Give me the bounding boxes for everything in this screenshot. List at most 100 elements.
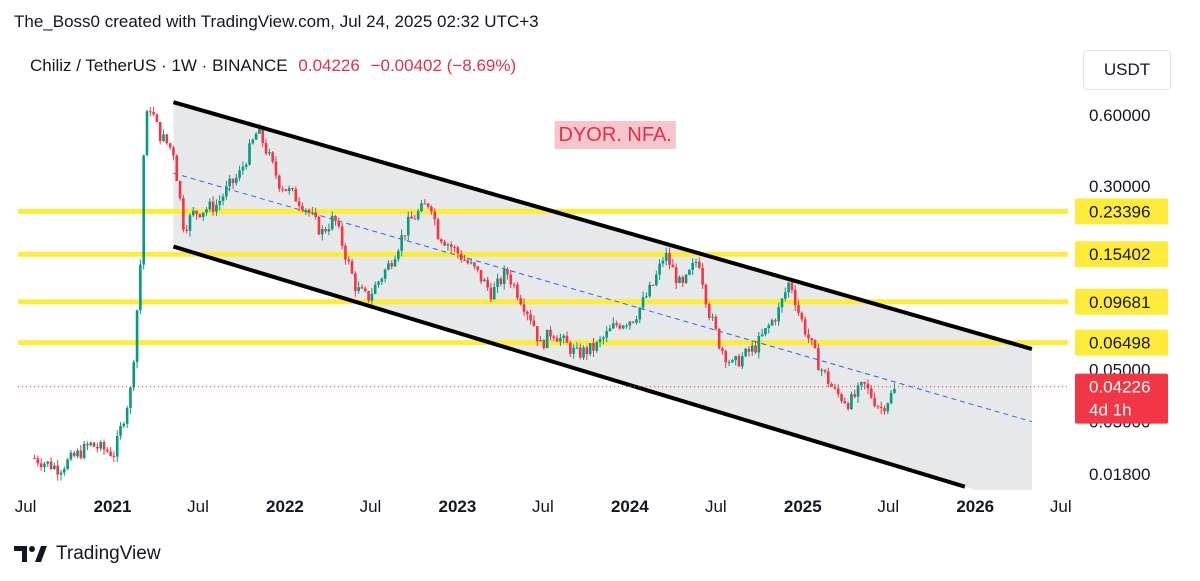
- candle-body: [717, 328, 721, 349]
- candle-body: [337, 221, 341, 227]
- candle-body: [261, 126, 265, 144]
- candle-body: [208, 201, 212, 210]
- candle-body: [397, 250, 400, 260]
- candle-body: [655, 274, 658, 286]
- candle-body: [423, 203, 427, 205]
- footer-branding: TradingView: [14, 543, 161, 565]
- candle-body: [357, 287, 360, 291]
- x-tick-label-5: 2023: [438, 497, 476, 516]
- candle-body: [350, 261, 354, 274]
- brand-name: TradingView: [56, 543, 161, 564]
- candle-body: [588, 343, 592, 355]
- candle-body: [886, 403, 890, 412]
- candle-body: [777, 307, 780, 322]
- candle-body: [817, 348, 820, 371]
- candle-body: [668, 252, 671, 265]
- candle-body: [145, 111, 149, 156]
- candle-body: [410, 216, 413, 219]
- candle-body: [327, 229, 331, 232]
- candle-body: [228, 178, 231, 187]
- candle-body: [139, 264, 142, 311]
- candle-body: [750, 345, 754, 352]
- candle-body: [297, 201, 301, 206]
- candle-body: [757, 336, 761, 353]
- candle-body: [492, 287, 496, 300]
- candle-body: [562, 335, 566, 338]
- candle-body: [539, 339, 542, 342]
- candle-body: [542, 339, 546, 349]
- candle-body: [529, 314, 532, 321]
- candle-body: [129, 387, 132, 408]
- candle-body: [661, 260, 665, 264]
- candle-body: [625, 325, 628, 327]
- candle-body: [324, 228, 327, 232]
- candle-body: [195, 210, 198, 215]
- tradingview-logo-icon: [14, 546, 47, 562]
- candle-body: [115, 435, 119, 457]
- candle-body: [483, 279, 486, 282]
- candle-body: [754, 345, 757, 353]
- candle-body: [853, 394, 857, 397]
- candle-body: [406, 216, 410, 236]
- candle-body: [370, 293, 374, 301]
- candle-body: [403, 235, 407, 237]
- candle-body: [479, 269, 483, 282]
- y-tick-label-0: 0.60000: [1089, 106, 1150, 125]
- candle-body: [446, 244, 450, 246]
- x-tick-label-12: Jul: [1050, 497, 1072, 516]
- candle-body: [277, 175, 281, 189]
- candle-body: [833, 386, 837, 389]
- candle-body: [585, 347, 589, 355]
- symbol-separator: ·: [161, 56, 167, 75]
- candle-body: [291, 188, 294, 190]
- candle-body: [354, 273, 357, 291]
- plot-area: [18, 100, 1068, 490]
- candle-body: [545, 329, 549, 349]
- candle-body: [122, 423, 126, 427]
- candle-body: [711, 316, 714, 318]
- candle-body: [496, 278, 499, 288]
- candle-body: [552, 336, 556, 339]
- currency-selector[interactable]: USDT: [1083, 50, 1171, 90]
- candle-body: [314, 212, 317, 217]
- candle-body: [893, 388, 896, 394]
- x-tick-label-7: 2024: [611, 497, 649, 516]
- candle-body: [727, 362, 731, 364]
- candle-body: [363, 288, 367, 291]
- candle-body: [469, 262, 473, 264]
- candle-body: [631, 321, 635, 323]
- candle-body: [340, 226, 344, 246]
- candle-body: [810, 338, 814, 341]
- candle-body: [238, 170, 241, 178]
- level-price-label-2: 0.09681: [1089, 293, 1150, 312]
- candle-body: [595, 342, 599, 351]
- candle-body: [793, 289, 797, 306]
- candle-body: [46, 461, 50, 464]
- candle-body: [830, 383, 833, 387]
- candle-body: [449, 244, 453, 248]
- symbol-exchange: BINANCE: [212, 56, 288, 75]
- candle-body: [612, 323, 615, 329]
- candlestick-series: [33, 106, 896, 481]
- candle-body: [721, 348, 724, 351]
- candle-body: [575, 347, 579, 349]
- x-tick-label-0: Jul: [15, 497, 37, 516]
- candle-body: [281, 188, 284, 190]
- candle-body: [522, 304, 526, 312]
- candle-body: [135, 310, 139, 363]
- candle-body: [800, 312, 804, 320]
- x-tick-label-9: 2025: [784, 497, 822, 516]
- candle-body: [413, 218, 417, 220]
- symbol-separator-2: ·: [201, 56, 208, 75]
- chart-note-box: [554, 121, 676, 149]
- symbol-price: 0.04226: [298, 56, 360, 75]
- candle-body: [869, 388, 873, 398]
- candle-body: [271, 152, 274, 162]
- candle-body: [645, 296, 648, 298]
- symbol-legend[interactable]: Chiliz / TetherUS · 1W · BINANCE 0.04226…: [30, 56, 516, 76]
- candle-body: [188, 215, 192, 231]
- candle-body: [555, 338, 559, 342]
- last-price-tag: [1075, 373, 1168, 424]
- candle-body: [420, 203, 423, 212]
